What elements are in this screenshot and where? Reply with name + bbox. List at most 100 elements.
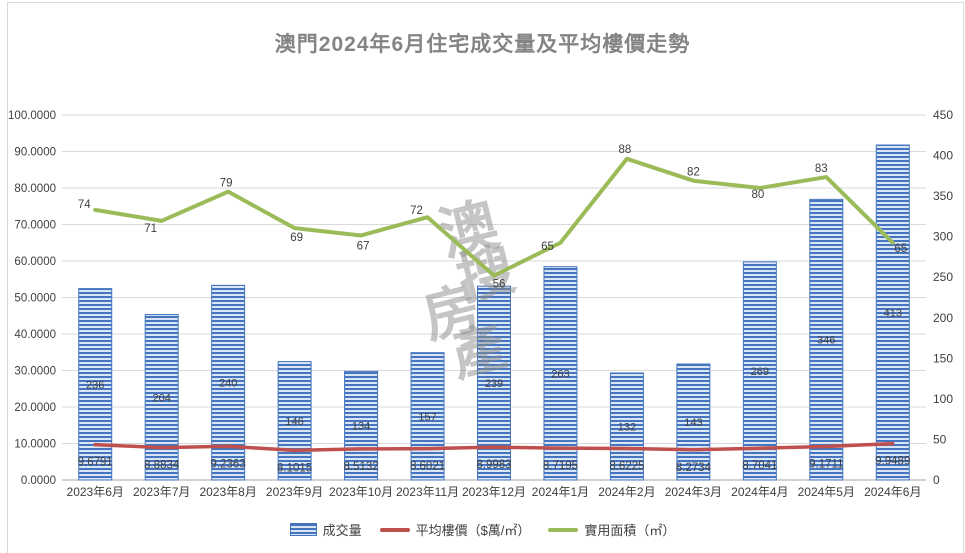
chart-legend: 成交量 平均樓價（$萬/㎡） 實用面積（㎡） bbox=[0, 520, 965, 539]
left-axis-tick: 10.0000 bbox=[14, 439, 56, 451]
price-point-label: 8.7041 bbox=[742, 460, 777, 472]
right-axis-tick: 450 bbox=[933, 108, 953, 122]
price-point-label: 8.7195 bbox=[543, 460, 578, 472]
chart-title: 澳門2024年6月住宅成交量及平均樓價走勢 bbox=[274, 33, 691, 56]
x-axis-label: 2024年3月 bbox=[665, 485, 722, 499]
volume-bar bbox=[344, 370, 379, 481]
bar-value-label: 413 bbox=[884, 308, 902, 320]
area-point-label: 74 bbox=[78, 199, 91, 211]
avg-price-line bbox=[93, 441, 895, 453]
x-axis-label: 2023年12月 bbox=[462, 485, 526, 499]
left-axis-tick: 80.0000 bbox=[14, 183, 56, 195]
area-point-label: 65 bbox=[541, 241, 554, 253]
left-axis-tick: 40.0000 bbox=[14, 329, 56, 341]
bar-value-label: 269 bbox=[751, 366, 769, 378]
bar-value-label: 143 bbox=[684, 417, 702, 429]
x-axis-label: 2024年4月 bbox=[731, 485, 788, 499]
left-axis-tick: 90.0000 bbox=[14, 147, 56, 159]
price-point-label: 9.2363 bbox=[211, 458, 246, 470]
price-point-label: 8.8834 bbox=[144, 460, 180, 472]
price-point-label: 8.1015 bbox=[277, 462, 312, 474]
right-axis-tick: 300 bbox=[933, 230, 953, 244]
bar-value-label: 134 bbox=[352, 421, 370, 433]
x-axis-label: 2023年8月 bbox=[199, 485, 256, 499]
price-point-label: 9.9489 bbox=[875, 456, 910, 468]
x-axis-label: 2024年6月 bbox=[864, 485, 921, 499]
area-point-label: 83 bbox=[815, 163, 828, 175]
bar-value-label: 239 bbox=[485, 378, 503, 390]
price-point-label: 8.5132 bbox=[343, 461, 378, 473]
right-axis-tick: 350 bbox=[933, 189, 953, 203]
red-line-swatch-icon bbox=[379, 527, 410, 532]
right-axis-tick: 0 bbox=[933, 473, 940, 487]
x-axis-label: 2023年9月 bbox=[266, 485, 323, 499]
area-point-label: 88 bbox=[619, 144, 632, 156]
usable-area-line bbox=[93, 156, 895, 278]
left-axis-tick: 30.0000 bbox=[14, 366, 56, 378]
legend-label-avg-price: 平均樓價（$萬/㎡） bbox=[415, 523, 531, 538]
right-axis-tick: 200 bbox=[933, 311, 953, 325]
x-axis-label: 2024年5月 bbox=[798, 485, 855, 499]
panel-border-top bbox=[7, 2, 964, 3]
price-point-label: 8.6021 bbox=[410, 461, 445, 473]
legend-item-volume: 成交量 bbox=[289, 520, 362, 539]
bar-value-label: 346 bbox=[817, 335, 835, 347]
volume-bar bbox=[277, 361, 312, 481]
area-point-label: 69 bbox=[290, 232, 303, 244]
volume-bar bbox=[809, 198, 844, 481]
left-axis-tick: 0.0000 bbox=[21, 475, 56, 487]
volume-bar bbox=[78, 288, 113, 481]
legend-label-volume: 成交量 bbox=[322, 523, 362, 538]
area-point-label: 80 bbox=[751, 189, 764, 201]
right-axis-tick: 150 bbox=[933, 351, 953, 365]
bar-value-label: 240 bbox=[219, 378, 237, 390]
x-axis-label: 2023年11月 bbox=[396, 485, 459, 499]
area-point-label: 79 bbox=[220, 178, 233, 190]
bar-value-label: 146 bbox=[285, 416, 303, 428]
panel-border-right bbox=[963, 2, 964, 553]
area-point-label: 72 bbox=[410, 205, 423, 217]
left-axis-tick: 50.0000 bbox=[14, 293, 56, 305]
volume-bar bbox=[676, 363, 711, 481]
volume-bar bbox=[609, 372, 644, 481]
x-axis-label: 2024年1月 bbox=[532, 485, 589, 499]
bars-group: 236 204 240 146 134 157 239 263 132 143 269 346 413 bbox=[78, 144, 910, 481]
volume-bar bbox=[875, 144, 910, 481]
volume-bar bbox=[144, 314, 179, 481]
area-point-label: 56 bbox=[493, 279, 506, 291]
area-point-label: 82 bbox=[687, 167, 700, 179]
x-axis-label: 2024年2月 bbox=[598, 485, 655, 499]
legend-label-usable-area: 實用面積（㎡） bbox=[584, 523, 676, 538]
area-point-label: 67 bbox=[357, 240, 370, 252]
left-axis-tick: 20.0000 bbox=[14, 402, 56, 414]
x-axis-label: 2023年6月 bbox=[67, 485, 124, 499]
legend-item-avg-price: 平均樓價（$萬/㎡） bbox=[379, 520, 531, 539]
price-point-label: 8.6225 bbox=[609, 461, 644, 473]
volume-bar bbox=[742, 261, 777, 481]
left-axis-tick: 60.0000 bbox=[14, 256, 56, 268]
legend-item-usable-area: 實用面積（㎡） bbox=[548, 520, 675, 539]
price-point-label: 8.9983 bbox=[476, 459, 511, 471]
bar-value-label: 157 bbox=[418, 411, 436, 423]
right-axis-tick: 50 bbox=[933, 432, 947, 446]
right-axis-tick: 400 bbox=[933, 149, 953, 163]
bar-value-label: 204 bbox=[153, 392, 171, 404]
area-point-label: 65 bbox=[894, 243, 907, 255]
x-axis-label: 2023年10月 bbox=[329, 485, 393, 499]
x-axis-label: 2023年7月 bbox=[133, 485, 190, 499]
left-axis-tick: 70.0000 bbox=[14, 220, 56, 232]
green-line-swatch-icon bbox=[548, 527, 579, 532]
area-point-label: 71 bbox=[144, 223, 157, 235]
bar-swatch-icon bbox=[289, 523, 317, 536]
bar-value-label: 132 bbox=[618, 421, 636, 433]
left-axis-tick: 100.0000 bbox=[8, 110, 56, 122]
price-point-label: 9.6791 bbox=[78, 457, 113, 469]
volume-bar bbox=[543, 266, 578, 481]
price-point-label: 8.2734 bbox=[676, 462, 712, 474]
bar-value-label: 236 bbox=[86, 379, 104, 391]
price-point-label: 9.1711 bbox=[809, 459, 843, 471]
panel-border-left bbox=[7, 2, 8, 553]
bar-value-label: 263 bbox=[551, 368, 569, 380]
